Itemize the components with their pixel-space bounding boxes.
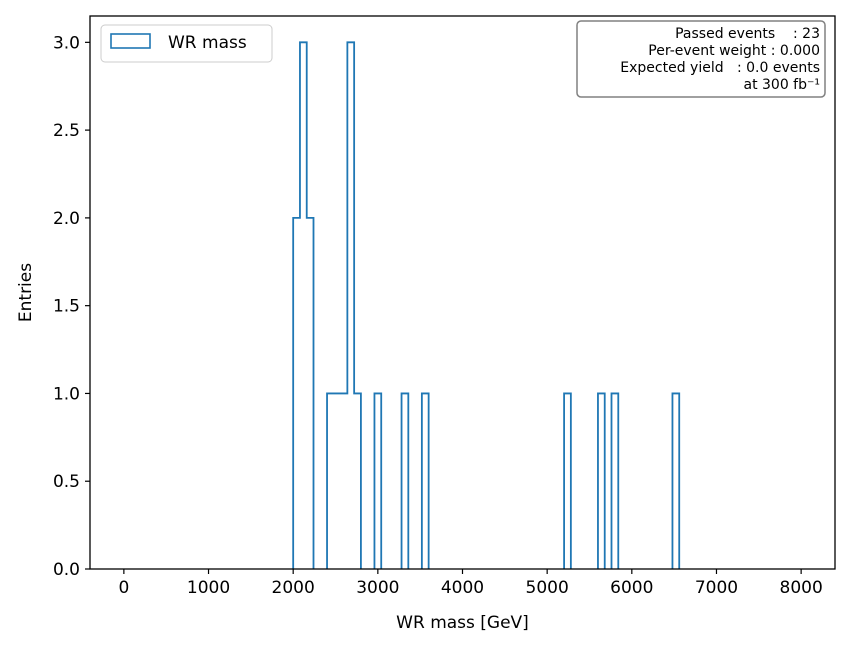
x-tick-label: 1000 (187, 578, 230, 598)
info-line-luminosity: at 300 fb⁻¹ (743, 77, 820, 93)
histogram-outline (292, 41, 681, 569)
y-tick-label: 1.0 (53, 384, 80, 404)
y-tick-label: 1.5 (53, 297, 80, 317)
y-tick-label: 2.0 (53, 209, 80, 229)
x-tick-label: 8000 (780, 578, 823, 598)
axis-ticks: 0 1000 2000 3000 4000 5000 6000 7000 8000 0.0 0.5 1… (53, 33, 823, 598)
legend-swatch (110, 33, 151, 49)
x-axis-title: WR mass [GeV] (396, 613, 529, 633)
x-tick-label: 4000 (441, 578, 484, 598)
x-tick-label: 2000 (272, 578, 315, 598)
x-tick-label: 7000 (695, 578, 738, 598)
info-line-expected-yield: Expected yield : 0.0 events (620, 60, 820, 76)
plot-frame (89, 15, 836, 570)
y-tick-label: 3.0 (53, 33, 80, 53)
info-box-frame (576, 20, 826, 98)
legend: WR mass (100, 24, 273, 63)
x-tick-label: 6000 (610, 578, 653, 598)
y-tick-label: 2.5 (53, 121, 80, 141)
x-tick-label: 3000 (356, 578, 399, 598)
y-tick-label: 0.0 (53, 560, 80, 580)
info-line-passed-events: Passed events : 23 (675, 26, 820, 42)
legend-label: WR mass (168, 33, 247, 53)
info-line-per-event-weight: Per-event weight : 0.000 (648, 43, 820, 59)
info-box: Passed events : 23 Per-event weight : 0.… (576, 20, 826, 98)
x-tick-label: 5000 (526, 578, 569, 598)
x-tick-label: 0 (118, 578, 129, 598)
y-axis-title: Entries (16, 263, 36, 322)
y-tick-label: 0.5 (53, 472, 80, 492)
